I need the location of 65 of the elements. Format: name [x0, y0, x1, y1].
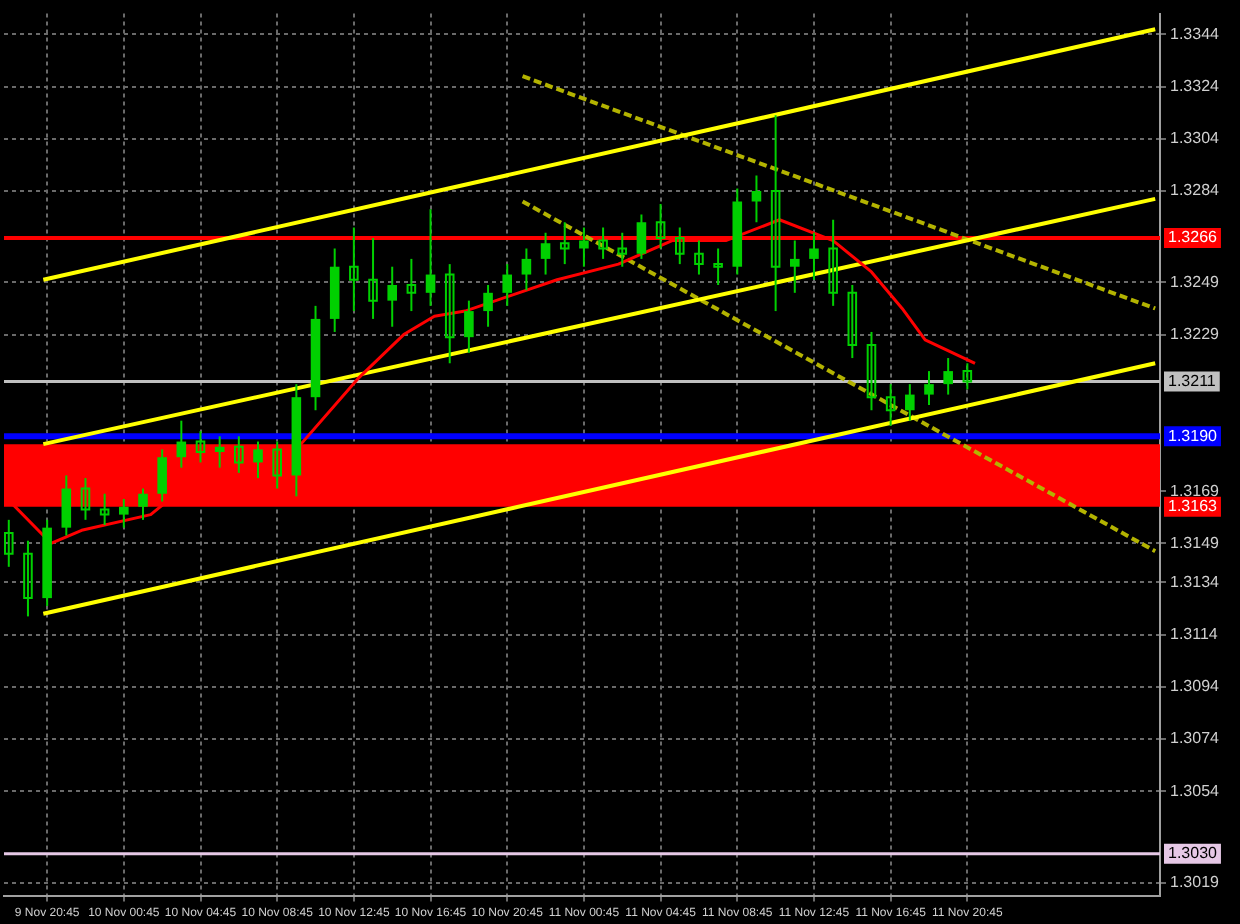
candlestick	[119, 497, 129, 529]
y-tick-label: 1.3149	[1170, 533, 1221, 552]
band-label: 1.3163	[1168, 497, 1219, 516]
ref-line-label: 1.3030	[1168, 844, 1219, 863]
candlestick	[751, 174, 762, 224]
candlestick	[713, 247, 723, 286]
candlestick	[540, 231, 551, 276]
y-tick-label: 1.3344	[1170, 24, 1221, 43]
candlestick	[234, 435, 244, 474]
candlestick	[444, 263, 455, 365]
candlestick	[598, 226, 608, 260]
y-tick-label: 1.3304	[1170, 129, 1221, 148]
y-tick-label: 1.3019	[1170, 872, 1221, 891]
candlestick	[406, 257, 417, 313]
candlestick	[847, 283, 858, 360]
y-tick-label: 1.3074	[1170, 729, 1221, 748]
candlestick	[157, 448, 167, 503]
candlestick	[176, 419, 187, 469]
candlestick	[368, 237, 378, 320]
candlestick	[214, 435, 225, 469]
ref-line-label: 1.3266	[1168, 228, 1219, 247]
candlestick	[253, 440, 263, 480]
candlestick	[943, 357, 953, 396]
candlestick	[387, 265, 397, 328]
candlestick	[579, 226, 589, 268]
candlestick	[559, 221, 570, 266]
y-tick-label: 1.3054	[1170, 781, 1221, 800]
candlestick	[674, 226, 685, 266]
candlestick	[521, 247, 532, 292]
candlestick	[4, 518, 14, 568]
candlestick	[23, 539, 33, 618]
candlestick	[138, 487, 148, 521]
y-tick-label: 1.3249	[1170, 272, 1221, 291]
candlestick	[962, 362, 973, 391]
candlestick	[655, 203, 666, 250]
candlestick	[425, 208, 436, 307]
candlestick	[924, 370, 934, 407]
y-tick-label: 1.3094	[1170, 677, 1221, 696]
y-tick-label: 1.3169	[1170, 481, 1221, 500]
candlestick	[80, 477, 91, 521]
candlestick	[99, 492, 110, 527]
candlestick	[349, 226, 359, 313]
y-tick-label: 1.3114	[1170, 625, 1219, 644]
candlestick	[905, 383, 915, 422]
candlestick	[195, 430, 206, 464]
candlestick	[272, 440, 282, 490]
candlestick	[828, 218, 838, 307]
candlestick	[694, 239, 704, 276]
y-tick-label: 1.3134	[1170, 572, 1221, 591]
candlestick	[61, 474, 72, 537]
y-tick-label: 1.3229	[1170, 324, 1221, 343]
candlestick	[885, 383, 896, 427]
candlestick	[483, 283, 493, 328]
candlestick	[790, 239, 800, 294]
candlestick	[866, 330, 877, 412]
ref-line-label: 1.3211	[1168, 371, 1217, 390]
candlestick	[502, 263, 513, 307]
y-tick-label: 1.3284	[1170, 181, 1221, 200]
candlestick	[636, 213, 647, 260]
y-tick-label: 1.3324	[1170, 77, 1221, 96]
ref-line-label: 1.3190	[1168, 426, 1219, 445]
candlestick	[770, 114, 781, 313]
candlestick	[617, 231, 628, 268]
candlestick	[464, 299, 474, 354]
candlestick	[809, 231, 819, 281]
